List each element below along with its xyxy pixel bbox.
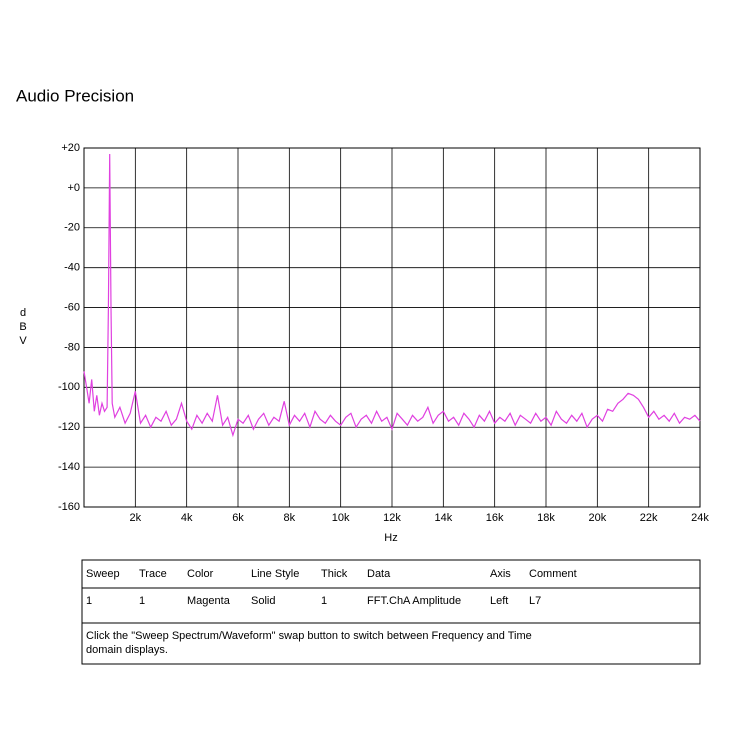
x-tick-label: 12k — [383, 512, 401, 524]
note: domain displays. — [86, 644, 168, 656]
table-header: Data — [367, 568, 391, 580]
x-tick-label: 6k — [232, 512, 244, 524]
table-cell: 1 — [321, 595, 327, 607]
table-header: Color — [187, 568, 214, 580]
x-tick-label: 22k — [640, 512, 658, 524]
y-tick-label: -160 — [58, 501, 80, 513]
table-header: Sweep — [86, 568, 120, 580]
x-tick-label: 8k — [284, 512, 296, 524]
x-tick-label: 10k — [332, 512, 350, 524]
y-tick-label: -60 — [64, 301, 80, 313]
table-cell: 1 — [139, 595, 145, 607]
table-cell: Solid — [251, 595, 275, 607]
table-cell: L7 — [529, 595, 541, 607]
table-header: Line Style — [251, 568, 299, 580]
y-tick-label: -120 — [58, 421, 80, 433]
table-box — [81, 559, 701, 665]
y-axis-label: B — [19, 321, 26, 333]
x-tick-label: 20k — [588, 512, 606, 524]
x-tick-label: 24k — [691, 512, 709, 524]
table-header: Trace — [139, 568, 167, 580]
table-header: Axis — [490, 568, 511, 580]
y-tick-label: -140 — [58, 461, 80, 473]
y-tick-label: +0 — [67, 182, 80, 194]
x-tick-label: 14k — [434, 512, 452, 524]
table-header: Thick — [321, 568, 348, 580]
x-tick-label: 2k — [130, 512, 142, 524]
x-tick-label: 18k — [537, 512, 555, 524]
y-tick-label: -100 — [58, 381, 80, 393]
y-tick-label: -80 — [64, 341, 80, 353]
table-cell: Magenta — [187, 595, 231, 607]
x-axis-label: Hz — [384, 532, 397, 544]
table-cell: 1 — [86, 595, 92, 607]
title: Audio Precision — [16, 86, 134, 105]
x-tick-label: 16k — [486, 512, 504, 524]
y-tick-label: -40 — [64, 262, 80, 274]
trace — [83, 153, 701, 438]
x-tick-label: 4k — [181, 512, 193, 524]
table-header: Comment — [529, 568, 577, 580]
table-cell: Left — [490, 595, 508, 607]
note: Click the "Sweep Spectrum/Waveform" swap… — [86, 630, 532, 642]
y-tick-label: -20 — [64, 222, 80, 234]
y-tick-label: +20 — [61, 142, 80, 154]
y-axis-label: d — [20, 307, 26, 319]
table-cell: FFT.ChA Amplitude — [367, 595, 461, 607]
y-axis-label: V — [19, 335, 27, 347]
